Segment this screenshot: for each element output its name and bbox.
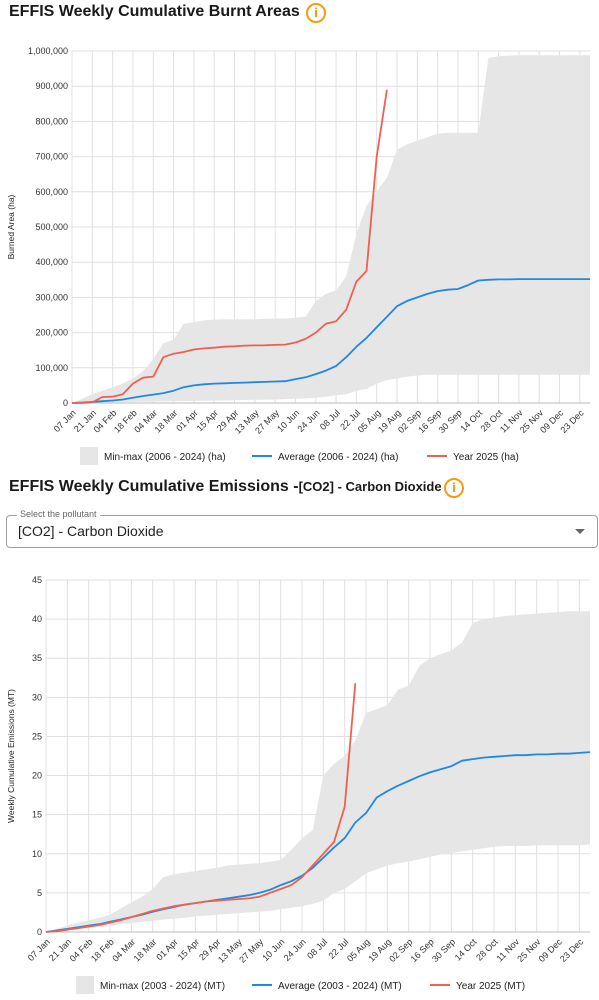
pollutant-select-label: Select the pollutant: [17, 509, 100, 519]
year-2025-line: [72, 89, 388, 404]
year-2025-line: [45, 683, 357, 933]
legend-label-average: Average (2006 - 2024) (ha): [278, 452, 398, 463]
legend-label-average: Average (2003 - 2024) (MT): [278, 981, 402, 992]
x-tick-label: 07 Jan: [26, 937, 52, 963]
y-tick-label: 0: [63, 398, 68, 408]
y-tick-label: 5: [37, 888, 42, 898]
average-line: [71, 278, 590, 404]
x-tick-label: 01 Apr: [154, 937, 179, 962]
x-tick-label: 15 Apr: [195, 408, 220, 433]
x-tick-label: 27 May: [237, 936, 265, 964]
pollutant-select[interactable]: Select the pollutant [CO2] - Carbon Diox…: [6, 509, 598, 548]
x-tick-label: 14 Oct: [453, 936, 479, 962]
x-tick-label: 15 Apr: [176, 937, 201, 962]
y-tick-label: 10: [32, 849, 42, 859]
pollutant-select-value: [CO2] - Carbon Dioxide: [18, 523, 164, 539]
y-tick-label: 300,000: [35, 292, 68, 302]
y-tick-label: 100,000: [35, 363, 68, 373]
chevron-down-icon[interactable]: [575, 529, 585, 534]
x-tick-label: 18 Mar: [153, 408, 180, 435]
legend-label-min-max: Min-max (2006 - 2024) (ha): [104, 452, 226, 463]
x-tick-label: 23 Dec: [558, 936, 586, 964]
burnt-areas-title: EFFIS Weekly Cumulative Burnt Areas: [9, 3, 300, 20]
y-tick-label: 700,000: [35, 152, 68, 162]
emissions-title: EFFIS Weekly Cumulative Emissions -[CO2]…: [9, 478, 442, 496]
x-tick-label: 10 Jun: [260, 937, 286, 963]
x-tick-label: 18 Mar: [132, 937, 159, 964]
y-tick-label: 600,000: [35, 187, 68, 197]
emissions-title-pollutant: [CO2] - Carbon Dioxide: [298, 479, 442, 494]
y-tick-label: 400,000: [35, 257, 68, 267]
y-tick-label: 20: [32, 771, 42, 781]
y-tick-label: 0: [37, 927, 42, 937]
x-tick-label: 24 Jun: [282, 937, 308, 963]
y-tick-label: 30: [32, 692, 42, 702]
y-tick-label: 45: [32, 575, 42, 585]
legend-label-year-2025: Year 2025 (MT): [456, 981, 525, 992]
y-axis-label: Burned Area (ha): [6, 194, 16, 259]
x-tick-label: 30 Sep: [437, 408, 464, 435]
y-tick-label: 25: [32, 731, 42, 741]
legend-swatch-min-max: [80, 447, 98, 465]
y-tick-label: 900,000: [35, 81, 68, 91]
x-tick-label: 04 Mar: [110, 937, 137, 964]
x-tick-label: 08 Jul: [305, 937, 329, 961]
x-tick-label: 18 Feb: [89, 937, 116, 964]
legend-label-min-max: Min-max (2003 - 2024) (MT): [100, 981, 225, 992]
min-max-band: [72, 55, 590, 403]
x-tick-label: 30 Sep: [430, 937, 457, 964]
y-tick-label: 800,000: [35, 116, 68, 126]
y-tick-label: 35: [32, 653, 42, 663]
y-axis-label: Weekly Cumulative Emissions (MT): [6, 689, 16, 823]
x-tick-label: 23 Dec: [558, 407, 586, 435]
emissions-title-main: EFFIS Weekly Cumulative Emissions -: [9, 478, 299, 495]
y-tick-label: 1,000,000: [28, 46, 68, 56]
min-max-band: [46, 611, 590, 932]
x-tick-label: 24 Jun: [295, 408, 321, 434]
x-tick-label: 05 Aug: [345, 937, 372, 964]
burnt-areas-chart: 0 100,000 200,000 300,000 400,000 500,000 600,…: [6, 46, 590, 465]
x-tick-label: 04 Feb: [68, 937, 95, 964]
y-tick-label: 200,000: [35, 328, 68, 338]
info-icon[interactable]: i: [444, 478, 464, 498]
legend-swatch-min-max: [76, 976, 94, 994]
y-tick-label: 15: [32, 810, 42, 820]
legend-label-year-2025: Year 2025 (ha): [453, 452, 519, 463]
x-tick-label: 01 Apr: [174, 408, 199, 433]
info-icon[interactable]: i: [306, 3, 326, 23]
y-tick-label: 500,000: [35, 222, 68, 232]
y-tick-label: 40: [32, 614, 42, 624]
x-tick-label: 08 Jul: [318, 408, 342, 432]
